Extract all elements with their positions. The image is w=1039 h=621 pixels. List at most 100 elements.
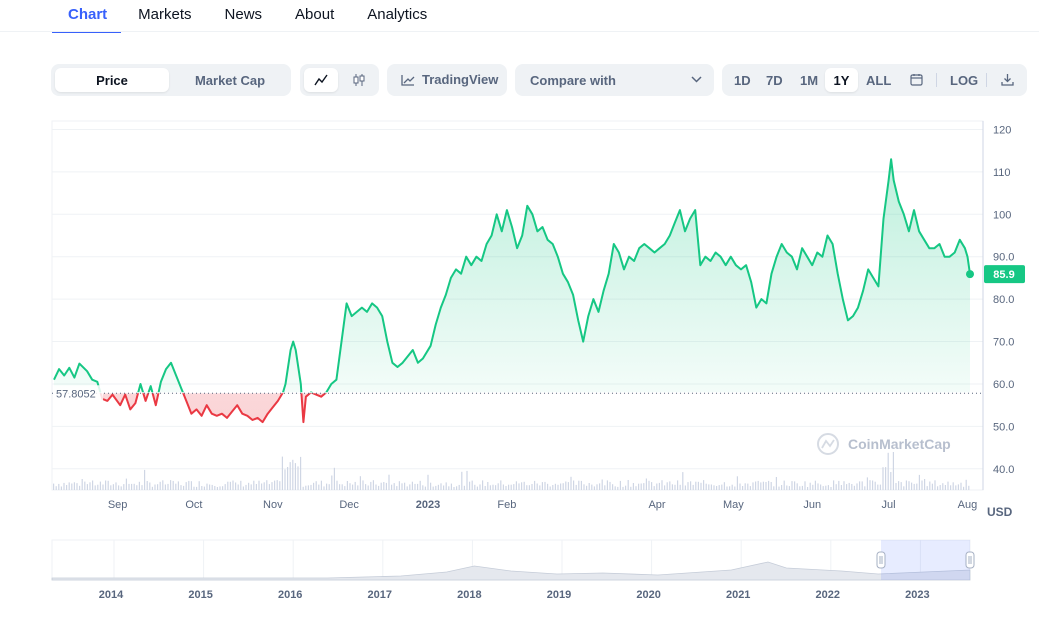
calendar-icon[interactable] bbox=[910, 73, 923, 86]
volume-bar bbox=[115, 482, 117, 490]
tab-chart[interactable]: Chart bbox=[52, 0, 122, 33]
volume-bar bbox=[630, 486, 632, 490]
volume-bar bbox=[102, 484, 104, 490]
tab-about[interactable]: About bbox=[295, 6, 335, 23]
volume-bar bbox=[53, 483, 55, 490]
volume-bar bbox=[281, 456, 283, 490]
volume-bar bbox=[435, 485, 437, 490]
tradingview-label: TradingView bbox=[422, 72, 499, 87]
volume-bar bbox=[843, 481, 845, 490]
volume-bar bbox=[807, 487, 809, 490]
volume-bar bbox=[219, 486, 221, 490]
volume-bar bbox=[458, 484, 460, 490]
volume-bar bbox=[372, 480, 374, 490]
volume-bar bbox=[479, 484, 481, 490]
volume-bar bbox=[690, 481, 692, 490]
volume-bar bbox=[794, 481, 796, 490]
log-toggle[interactable]: LOG bbox=[950, 73, 979, 88]
volume-bar bbox=[944, 485, 946, 490]
volume-bar bbox=[487, 482, 489, 490]
range-selector: 1D 7D 1M 1Y ALL LOG bbox=[722, 64, 1027, 96]
volume-bar bbox=[911, 482, 913, 490]
tab-markets[interactable]: Markets bbox=[138, 6, 192, 23]
navigator-year-label: 2022 bbox=[816, 589, 840, 601]
volume-bar bbox=[567, 482, 569, 490]
x-tick-label: Feb bbox=[497, 499, 516, 511]
volume-bar bbox=[619, 480, 621, 490]
price-toggle[interactable]: Price bbox=[55, 68, 169, 92]
volume-bar bbox=[716, 486, 718, 490]
volume-bar bbox=[913, 483, 915, 490]
range-7d[interactable]: 7D bbox=[766, 73, 783, 88]
volume-bar bbox=[258, 480, 260, 490]
volume-bar bbox=[167, 483, 169, 490]
volume-bar bbox=[744, 483, 746, 490]
compare-with-select[interactable]: Compare with bbox=[515, 64, 714, 96]
volume-bar bbox=[882, 467, 884, 490]
range-1m[interactable]: 1M bbox=[800, 73, 819, 88]
volume-bar bbox=[97, 484, 99, 490]
navigator-handle[interactable] bbox=[965, 551, 975, 569]
volume-bar bbox=[445, 482, 447, 490]
range-1y[interactable]: 1Y bbox=[825, 68, 858, 92]
volume-bar bbox=[466, 470, 468, 490]
range-1d[interactable]: 1D bbox=[734, 73, 751, 88]
volume-bar bbox=[157, 484, 159, 490]
volume-bar bbox=[622, 486, 624, 490]
volume-bar bbox=[950, 485, 952, 490]
volume-bar bbox=[346, 481, 348, 490]
volume-bar bbox=[248, 482, 250, 490]
volume-bar bbox=[162, 480, 164, 490]
volume-bar bbox=[812, 484, 814, 490]
volume-bar bbox=[513, 484, 515, 490]
download-icon[interactable] bbox=[1001, 73, 1014, 86]
volume-bar bbox=[357, 485, 359, 490]
volume-bar bbox=[799, 486, 801, 490]
volume-bar bbox=[747, 483, 749, 490]
candlestick-icon[interactable] bbox=[342, 68, 376, 92]
volume-bar bbox=[892, 452, 894, 490]
x-tick-label: 2023 bbox=[416, 499, 440, 511]
volume-bar bbox=[557, 484, 559, 490]
volume-bar bbox=[669, 481, 671, 490]
volume-bar bbox=[128, 483, 130, 490]
volume-bar bbox=[612, 484, 614, 490]
tab-analytics[interactable]: Analytics bbox=[367, 6, 428, 23]
volume-bar bbox=[900, 482, 902, 490]
range-navigator[interactable]: 2014 2015 2016 2017 2018 2019 2020 2021 2022 2023 bbox=[51, 539, 975, 601]
volume-bar bbox=[588, 483, 590, 490]
volume-bar bbox=[110, 485, 112, 490]
tab-news[interactable]: News bbox=[224, 6, 263, 23]
volume-bar bbox=[144, 469, 146, 490]
range-all[interactable]: ALL bbox=[866, 73, 892, 88]
navigator-handle[interactable] bbox=[876, 551, 886, 569]
volume-bar bbox=[658, 482, 660, 490]
volume-bar bbox=[404, 482, 406, 490]
volume-bar bbox=[138, 481, 140, 490]
volume-bar bbox=[422, 485, 424, 490]
volume-bar bbox=[604, 485, 606, 490]
volume-bar bbox=[768, 480, 770, 490]
volume-bar bbox=[79, 485, 81, 490]
line-chart-icon[interactable] bbox=[304, 68, 338, 92]
volume-bar bbox=[294, 463, 296, 490]
volume-bar bbox=[757, 480, 759, 490]
volume-bar bbox=[245, 484, 247, 490]
volume-bar bbox=[424, 486, 426, 490]
market-cap-toggle[interactable]: Market Cap bbox=[194, 72, 266, 88]
volume-bar bbox=[154, 484, 156, 490]
volume-bar bbox=[718, 485, 720, 490]
volume-bar bbox=[606, 480, 608, 490]
volume-bar bbox=[632, 483, 634, 490]
volume-bar bbox=[235, 482, 237, 490]
tradingview-button[interactable]: TradingView bbox=[387, 64, 507, 96]
volume-bar bbox=[448, 486, 450, 490]
navigator-selection bbox=[881, 540, 970, 580]
navigator-year-label: 2018 bbox=[457, 589, 481, 601]
price-line-up bbox=[53, 158, 971, 393]
volume-bar bbox=[885, 467, 887, 490]
volume-bar bbox=[700, 482, 702, 490]
volume-bar bbox=[492, 484, 494, 490]
volume-bar bbox=[172, 480, 174, 490]
volume-bar bbox=[84, 481, 86, 490]
